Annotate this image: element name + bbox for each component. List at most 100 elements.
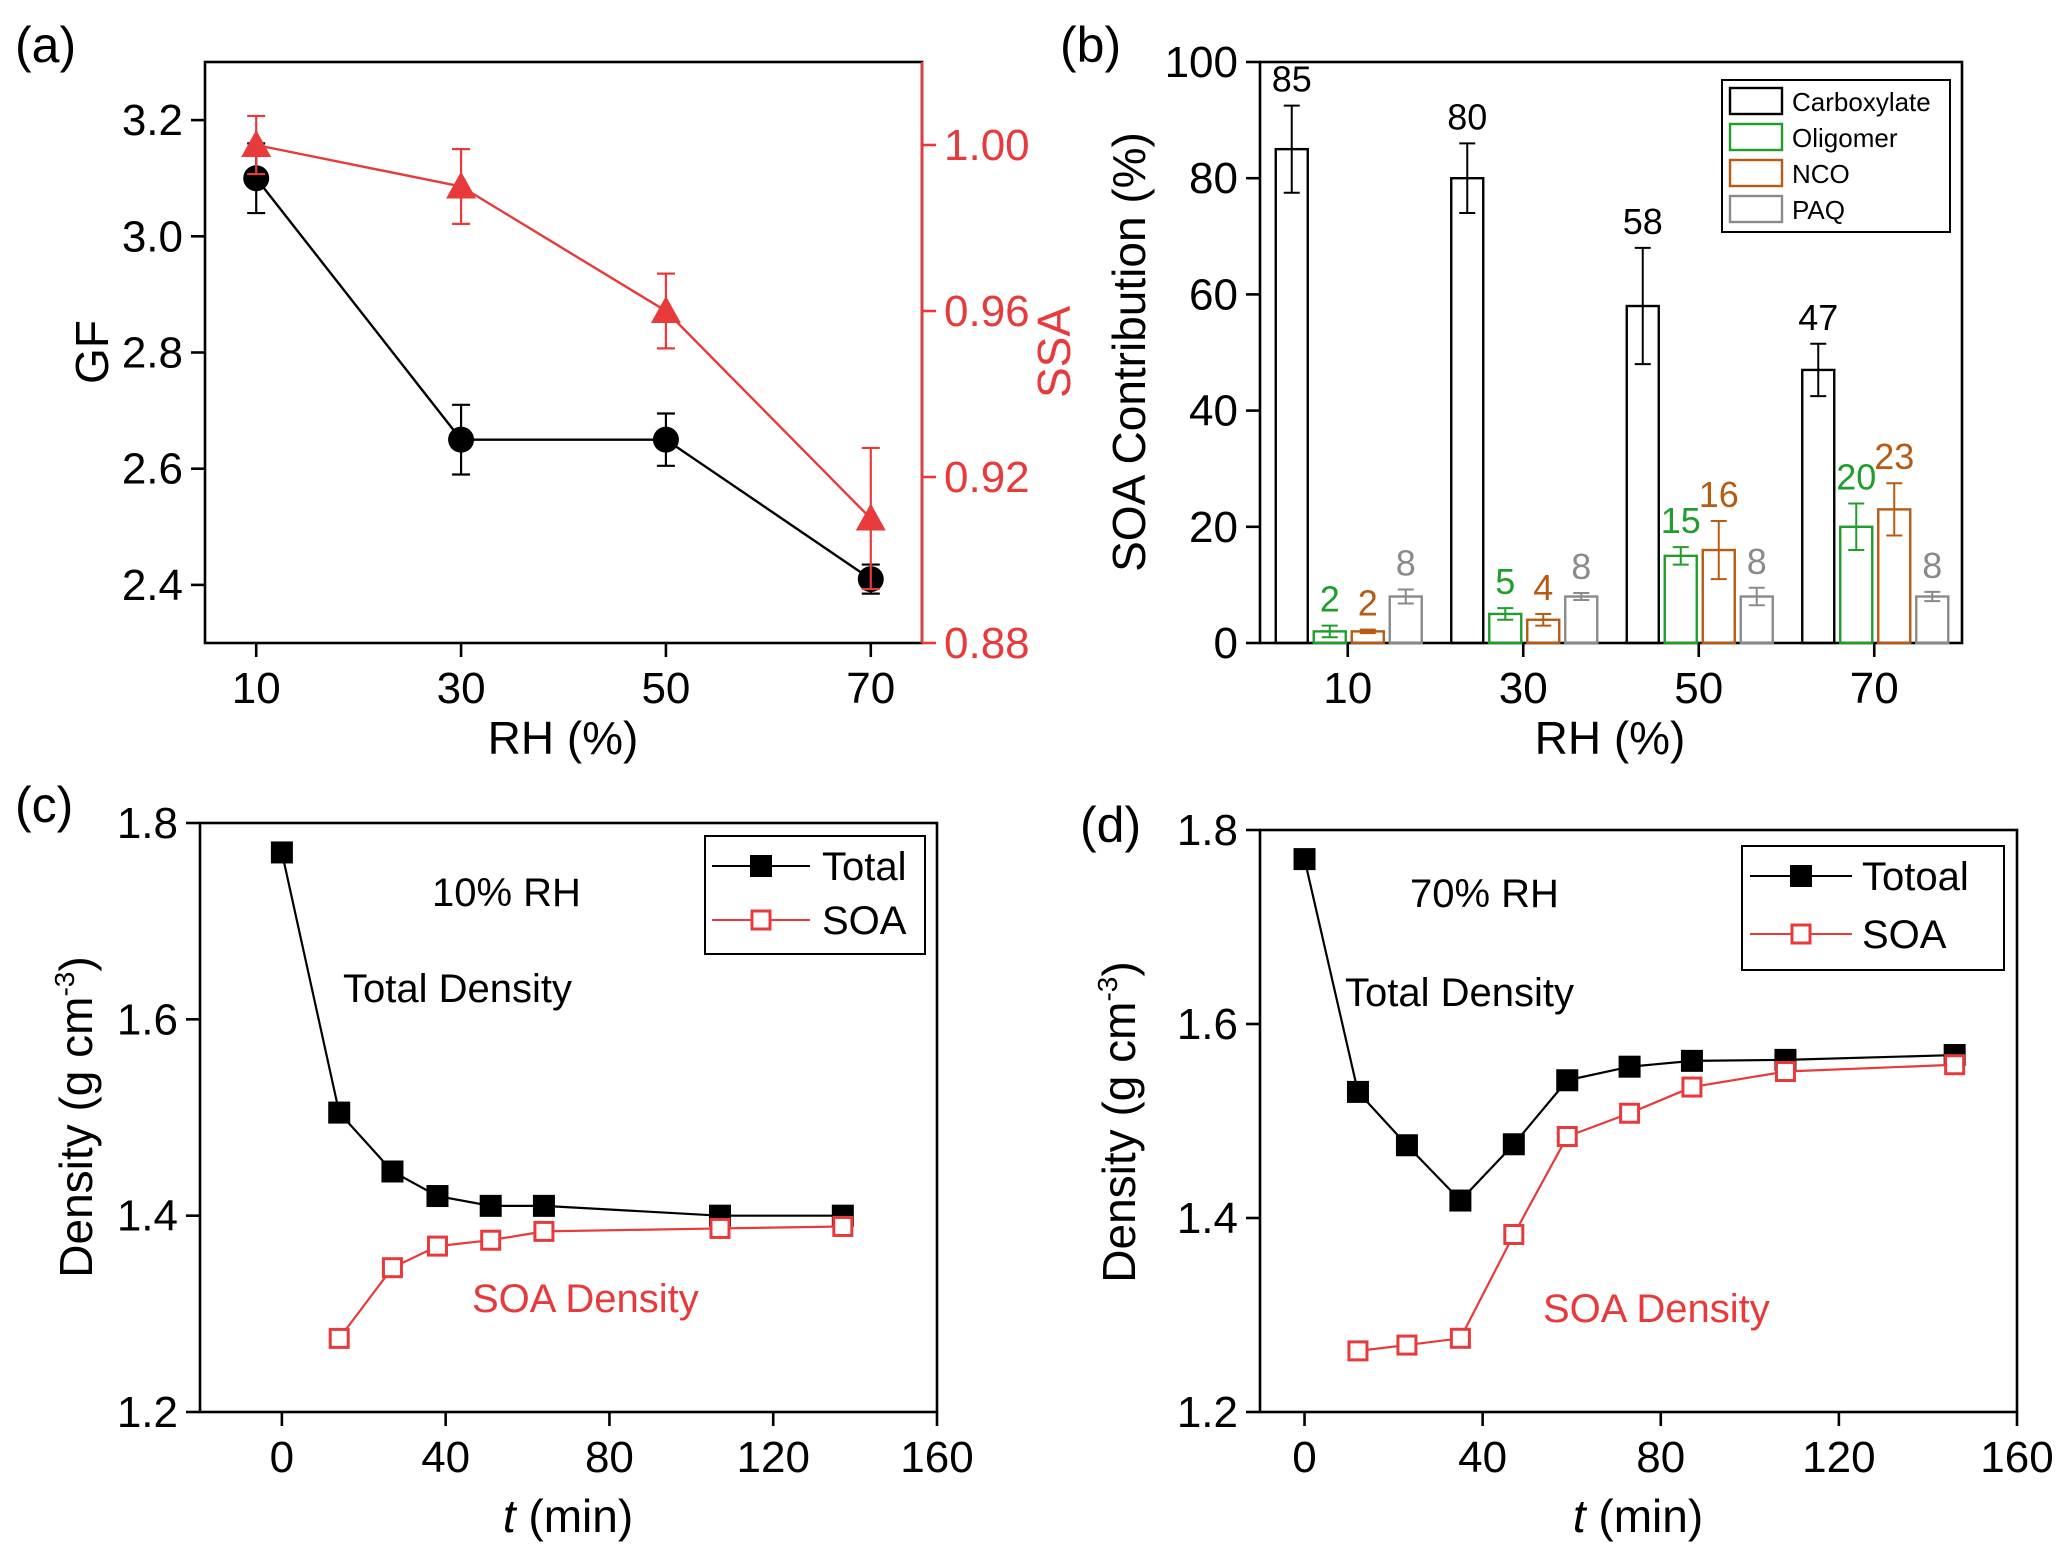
panel-b-legend-box: [1721, 79, 1951, 233]
panel-b-y-ticks: 0 20 40 60 80 100: [1165, 38, 1260, 668]
panel-a-x-tick-label: 70: [846, 664, 895, 713]
data-point-gf: [652, 426, 679, 453]
panel-c-label: (c): [15, 777, 73, 833]
panel-d-y-label-sup: -3: [1092, 977, 1123, 1002]
data-label-carboxylate: 85: [1272, 59, 1312, 100]
data-label-nco: 4: [1533, 567, 1553, 608]
panel-d-x-label: t (min): [1573, 1490, 1703, 1542]
panel-d-y-ticks: 1.2 1.4 1.6 1.8: [1177, 806, 1260, 1437]
legend-swatch-paq: [1728, 194, 1784, 224]
panel-d-soa-annotation: SOA Density: [1543, 1287, 1770, 1331]
data-label-nco: 2: [1358, 583, 1378, 624]
panel-c-y-ticks: 1.2 1.4 1.6 1.8: [117, 799, 200, 1437]
data-point-totoal: [1502, 1133, 1525, 1156]
data-label-oligomer: 2: [1320, 579, 1340, 620]
panel-c-x-tick-label: 0: [270, 1433, 294, 1482]
panel-b-label: (b): [1060, 17, 1121, 73]
data-label-nco: 23: [1874, 436, 1914, 477]
panel-c-x-label: t (min): [503, 1490, 633, 1542]
panel-c-legend-box: [704, 835, 926, 955]
panel-a-y2-tick-label: 1.00: [944, 121, 1030, 170]
data-point-totoal: [1395, 1134, 1418, 1157]
data-point-gf: [243, 165, 270, 192]
legend-swatch-carboxylate: [1728, 86, 1784, 116]
panel-c-legend-total: Total: [822, 845, 907, 889]
panel-c-y-label-main: Density (g cm: [50, 997, 102, 1278]
panel-c-y-label-close: ): [50, 956, 102, 971]
legend-label-paq: PAQ: [1792, 195, 1845, 225]
panel-b-y-label: SOA Contribution (%): [1103, 132, 1155, 572]
data-point-soa: [533, 1220, 555, 1242]
panel-d-legend-marker-soa: [1790, 923, 1812, 945]
panel-d-legend-total: Totoal: [1862, 855, 1969, 899]
series-line-ssa: [255, 143, 872, 520]
data-point-total: [532, 1194, 555, 1217]
panel-d-legend-box: [1741, 845, 2005, 971]
panel-a-y-label: GF: [66, 320, 118, 384]
panel-c-y-tick-label: 1.4: [117, 1192, 178, 1241]
panel-d-condition: 70% RH: [1410, 872, 1559, 916]
data-label-carboxylate: 47: [1798, 297, 1838, 338]
data-point-totoal: [1449, 1189, 1472, 1212]
panel-d-y-label-close: ): [1093, 961, 1145, 976]
panel-a-label: (a): [15, 17, 76, 73]
panel-a-y-tick-label: 2.8: [122, 329, 183, 378]
panel-d-marks: [1293, 848, 1966, 1362]
bar-carboxylate: [1450, 176, 1485, 645]
panel-a-marks: [241, 114, 886, 595]
panel-b-y-tick-label: 40: [1189, 387, 1238, 436]
panel-a-y-ticks: 2.4 2.6 2.8 3.0 3.2: [122, 96, 205, 610]
data-point-ssa: [241, 130, 272, 157]
legend-label-nco: NCO: [1792, 159, 1850, 189]
data-point-soa: [709, 1217, 731, 1239]
panel-d-x-tick-label: 160: [1980, 1433, 2053, 1482]
panel-a-y-tick-label: 3.0: [122, 212, 183, 261]
data-point-total: [270, 841, 293, 864]
series-line-gf: [255, 177, 872, 581]
panel-a-y-tick-label: 2.4: [122, 561, 183, 610]
data-point-soa: [1396, 1334, 1418, 1356]
panel-a-y2-tick-label: 0.88: [944, 619, 1030, 668]
panel-a-y2-label: SSA: [1028, 306, 1080, 398]
panel-d-y-label: Density (g cm-3): [1092, 961, 1145, 1282]
data-label-carboxylate: 80: [1447, 96, 1487, 137]
data-point-total: [381, 1160, 404, 1183]
panel-c-legend: Total SOA: [704, 835, 926, 955]
panel-a-x-label: RH (%): [488, 712, 639, 764]
series-line-totoal: [1303, 858, 1955, 1203]
data-point-soa: [480, 1229, 502, 1251]
panel-c-y-label-sup: -3: [49, 972, 80, 997]
panel-a-plot-frame: [203, 60, 924, 645]
data-point-gf: [448, 426, 475, 453]
legend-label-carboxylate: Carboxylate: [1792, 87, 1931, 117]
data-point-soa: [1944, 1054, 1966, 1076]
data-point-soa: [381, 1257, 403, 1279]
data-label-paq: 8: [1922, 545, 1942, 586]
panel-a: (a) 10 30 50 70 2.4 2.6 2.8 3.0 3.2 0.88 0.92 0.9…: [15, 17, 1080, 764]
data-label-nco: 16: [1699, 474, 1739, 515]
panel-c-x-tick-label: 160: [900, 1433, 973, 1482]
panel-c-y-tick-label: 1.2: [117, 1388, 178, 1437]
data-point-soa: [1556, 1126, 1578, 1148]
data-point-totoal: [1556, 1069, 1579, 1092]
panel-c-x-tick-label: 40: [421, 1433, 470, 1482]
data-point-totoal: [1680, 1049, 1703, 1072]
panel-a-y2-tick-label: 0.92: [944, 453, 1030, 502]
panel-b-x-label: RH (%): [1535, 712, 1686, 764]
panel-a-y-tick-label: 3.2: [122, 96, 183, 145]
panel-c-x-ticks: 0 40 80 120 160: [270, 1412, 974, 1482]
data-label-oligomer: 5: [1495, 561, 1515, 602]
panel-c-y-label: Density (g cm-3): [49, 956, 102, 1277]
panel-b-x-tick-label: 70: [1850, 664, 1899, 713]
panel-c-x-tick-label: 120: [737, 1433, 810, 1482]
data-point-soa: [1503, 1223, 1525, 1245]
panel-d-x-tick-label: 0: [1292, 1433, 1316, 1482]
bar-paq: [1564, 595, 1599, 645]
panel-c-legend-marker-soa: [750, 909, 772, 931]
panel-b-y-tick-label: 100: [1165, 38, 1238, 87]
data-point-total: [426, 1185, 449, 1208]
data-label-paq: 8: [1396, 543, 1416, 584]
panel-a-x-tick-label: 30: [437, 664, 486, 713]
